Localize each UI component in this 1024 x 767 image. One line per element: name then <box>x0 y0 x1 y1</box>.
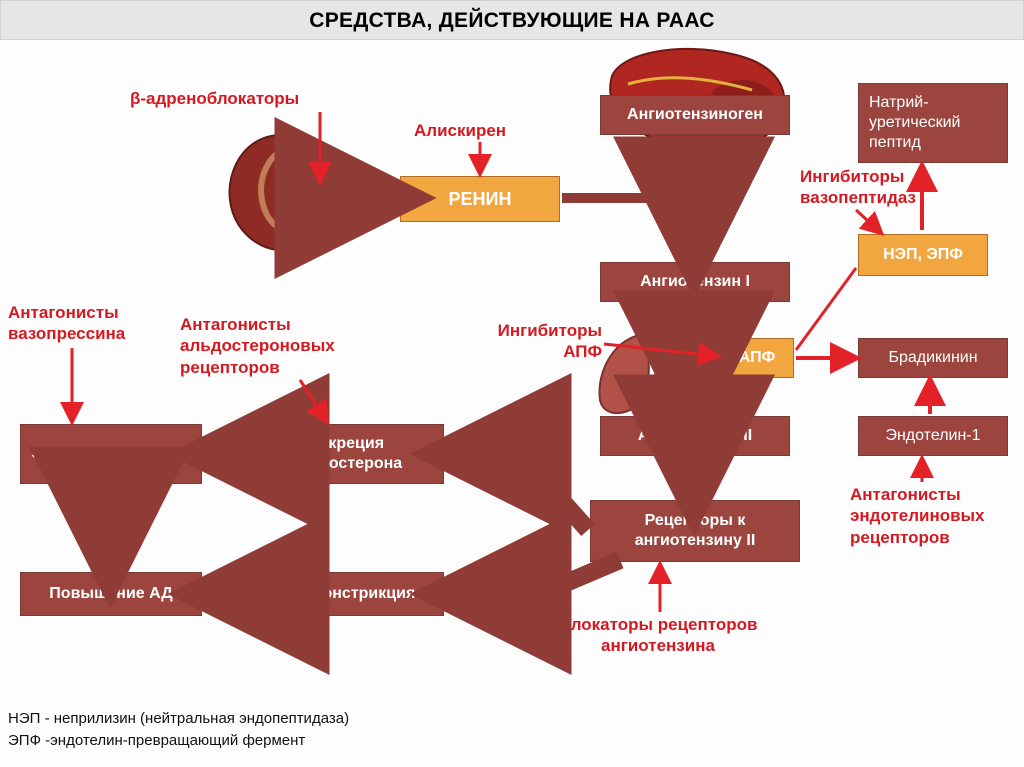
node-ang1: Ангиотензин I <box>600 262 790 302</box>
label-beta: β-адреноблокаторы <box>130 88 299 109</box>
label-aldo-ant: Антагонисты альдостероновых рецепторов <box>180 314 370 378</box>
label-aliskiren: Алискирен <box>414 120 506 141</box>
node-ang2: Ангиотензин II <box>600 416 790 456</box>
node-receptors: Рецепторы к ангиотензину II <box>590 500 800 562</box>
footnote-2: ЭПФ -эндотелин-превращающий фермент <box>8 732 305 749</box>
node-angiotensinogen: Ангиотензиноген <box>600 95 790 135</box>
node-nup: Натрий-уретический пептид <box>858 83 1008 163</box>
label-arb: Блокаторы рецепторов ангиотензина <box>528 614 788 657</box>
node-endothelin: Эндотелин-1 <box>858 416 1008 456</box>
node-apf: АПФ <box>720 338 794 378</box>
label-vasopressin: Антагонисты вазопрессина <box>8 302 158 345</box>
node-vasoconstr: Вазоконстрикция <box>248 572 444 616</box>
node-bp: Повышение АД <box>20 572 202 616</box>
label-apf-inh: Ингибиторы АПФ <box>472 320 602 363</box>
node-renin: РЕНИН <box>400 176 560 222</box>
page-title: СРЕДСТВА, ДЕЙСТВУЮЩИЕ НА РААС <box>0 0 1024 40</box>
node-bradykinin: Брадикинин <box>858 338 1008 378</box>
lungs-icon <box>586 300 726 425</box>
label-vasopeptid: Ингибиторы вазопептидаз <box>800 166 970 209</box>
node-aldosecr: Секреция альдостерона <box>248 424 444 484</box>
node-nep-epf: НЭП, ЭПФ <box>858 234 988 276</box>
footnote-1: НЭП - неприлизин (нейтральная эндопептид… <box>8 710 349 727</box>
label-endo-ant: Антагонисты эндотелиновых рецепторов <box>850 484 1020 548</box>
kidney-icon <box>218 128 338 263</box>
node-na-h2o: Задержка Na⁺ и H₂O <box>20 424 202 484</box>
